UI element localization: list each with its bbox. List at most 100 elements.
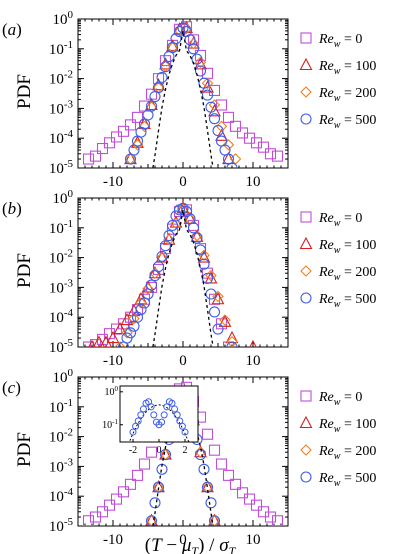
data-point (249, 339, 257, 347)
series-triangle (124, 20, 235, 165)
data-point (110, 493, 123, 505)
legend-entry-label: Rew = 500 (318, 292, 376, 310)
data-point (159, 240, 172, 252)
y-tick-label-exp: -5 (64, 337, 74, 349)
y-tick-label-base: 10 (49, 221, 64, 237)
series-diamond (114, 203, 238, 347)
xlab-slash: / (204, 535, 219, 554)
y-tick-label-exp: -1 (64, 39, 73, 51)
legend-re-sub: w (334, 424, 341, 435)
y-tick-label-base: 10 (49, 42, 64, 58)
legend-re-sub: w (334, 299, 341, 310)
legend-value: = 500 (340, 292, 376, 307)
y-tick-label-exp: -5 (64, 516, 74, 528)
inset-frame (119, 385, 199, 443)
data-point (145, 279, 158, 291)
inset-series-circle (129, 398, 189, 436)
data-point (205, 497, 217, 509)
data-point (194, 65, 207, 77)
data-point (177, 203, 189, 216)
legend-marker (300, 211, 312, 223)
legend-re: Re (318, 86, 334, 101)
data-point (271, 515, 284, 526)
y-tick-label: 100 (53, 9, 74, 28)
x-tick-label: 10 (246, 532, 261, 548)
xlab-sigma: σ (219, 535, 229, 554)
y-tick-label: 10-2 (49, 427, 73, 446)
legend-marker (300, 471, 312, 483)
legend-marker (299, 236, 313, 250)
series-circle (117, 202, 238, 347)
legend-marker (300, 32, 312, 44)
y-tick-label-base: 10 (49, 310, 64, 326)
legend-re-sub: w (334, 478, 341, 489)
y-tick-label-base: 10 (49, 72, 64, 88)
y-tick-label-exp: -3 (64, 277, 74, 289)
data-point (215, 120, 228, 133)
inset-data-point (181, 428, 189, 436)
legend-entry-label: Rew = 100 (318, 59, 376, 77)
data-point (156, 250, 168, 262)
data-point (152, 82, 165, 94)
inset-y-tick-base: 10 (105, 387, 115, 398)
y-tick-label-exp: -4 (64, 486, 74, 498)
data-point (117, 486, 130, 498)
data-point (226, 335, 238, 347)
y-tick-label: 10-2 (49, 248, 73, 267)
data-point (218, 314, 232, 327)
inset-data-point (147, 403, 155, 411)
legend-re: Re (318, 265, 334, 280)
legend-value: = 200 (340, 444, 376, 459)
data-point (106, 330, 120, 344)
panel-label-letter: a (8, 20, 17, 39)
legend-re-sub: w (334, 218, 341, 229)
xlab-mu-sub: T (191, 544, 199, 554)
data-point (194, 56, 207, 69)
y-tick-label: 10-4 (49, 307, 74, 326)
data-point (222, 139, 235, 151)
y-tick-label-exp: -2 (64, 248, 73, 260)
y-tick-label-base: 10 (49, 430, 64, 446)
legend-re-sub: w (334, 397, 341, 408)
data-point (222, 111, 235, 123)
inset-data-point (168, 399, 176, 407)
legend-re: Re (318, 417, 334, 432)
inset-data-point (134, 417, 142, 425)
data-point (124, 478, 137, 490)
legend-entry-label: Rew = 100 (318, 417, 376, 435)
legend-re-sub: w (334, 120, 341, 131)
y-tick-label-exp: -1 (64, 218, 73, 230)
legend-value: = 100 (340, 417, 376, 432)
data-point (156, 71, 168, 83)
y-tick-label-base: 10 (49, 459, 64, 475)
data-point (271, 150, 284, 162)
inset-data-point (173, 411, 181, 419)
data-point (180, 206, 193, 218)
y-tick-label: 10-4 (49, 128, 74, 147)
data-point (145, 446, 158, 458)
panel-label-close: ) (16, 20, 22, 39)
legend-entry-label: Rew = 200 (318, 86, 376, 104)
data-point (222, 469, 235, 481)
data-point (152, 78, 165, 91)
y-tick-label: 10-1 (49, 218, 73, 237)
data-point (215, 458, 228, 470)
legend-value: = 200 (340, 265, 376, 280)
panel-label-close: ) (16, 199, 22, 218)
inset-y-tick-label: 10-1 (102, 418, 118, 431)
data-point (82, 515, 95, 526)
legend-marker (299, 415, 313, 429)
legend-value: = 100 (340, 238, 376, 253)
y-tick-label-base: 10 (49, 400, 64, 416)
y-tick-label: 10-5 (49, 337, 74, 356)
data-point (187, 37, 200, 50)
data-point (208, 84, 221, 97)
data-point (229, 478, 242, 490)
legend-marker (300, 86, 312, 98)
y-tick-label-exp: -4 (64, 128, 74, 140)
series-square (82, 21, 284, 165)
data-point (208, 113, 221, 125)
data-point (110, 131, 123, 143)
inset-y-tick-base: 10 (102, 420, 112, 431)
